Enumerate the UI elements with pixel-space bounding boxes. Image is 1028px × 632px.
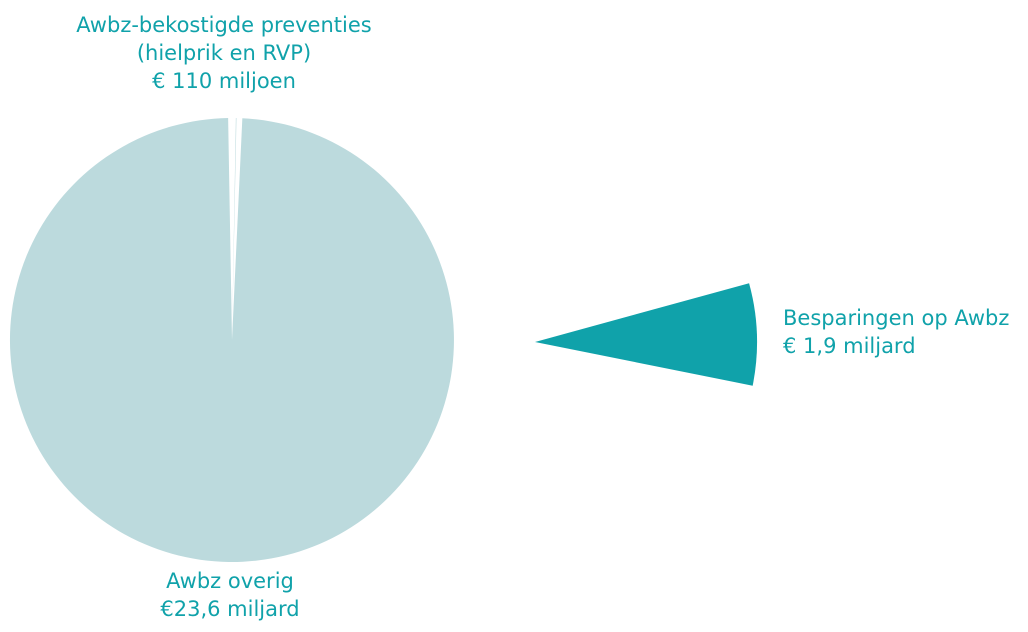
pie-slice-preventie — [232, 118, 237, 340]
label-besparingen-line-2: € 1,9 miljard — [783, 334, 916, 358]
label-overig: Awbz overig €23,6 miljard — [100, 567, 360, 623]
label-besparingen-line-1: Besparingen op Awbz — [783, 306, 1010, 330]
label-overig-line-1: Awbz overig — [166, 569, 294, 593]
label-overig-line-2: €23,6 miljard — [160, 597, 300, 621]
label-preventie: Awbz-bekostigde preventies (hielprik en … — [44, 11, 404, 95]
label-besparingen: Besparingen op Awbz € 1,9 miljard — [783, 304, 1009, 360]
pie-slice-besparingen — [535, 283, 758, 386]
label-preventie-line-3: € 110 miljoen — [152, 69, 296, 93]
label-preventie-line-2: (hielprik en RVP) — [136, 41, 312, 65]
pie-slice-overig — [9, 118, 454, 562]
pie-slices — [9, 118, 758, 562]
label-preventie-line-1: Awbz-bekostigde preventies — [76, 13, 372, 37]
